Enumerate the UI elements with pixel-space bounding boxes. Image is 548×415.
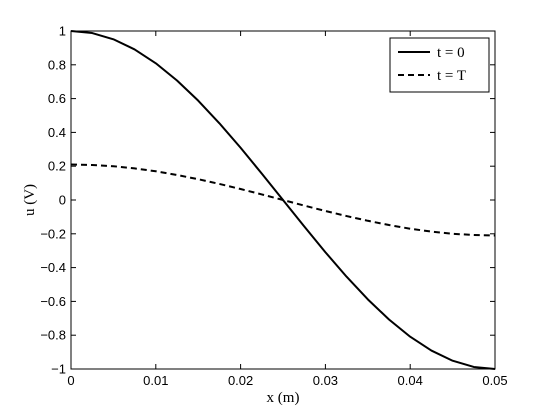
legend-box [389,37,490,93]
x-axis-label: x (m) [267,390,300,406]
y-tick-label: 0.6 [48,91,66,106]
plot-frame [70,30,496,370]
legend-label-tT: t = T [437,68,466,84]
x-tick-label: 0.04 [398,373,423,388]
legend: t = 0 t = T [389,37,490,93]
y-tick-label: −0.2 [40,226,66,241]
x-tick-label: 0 [67,373,74,388]
y-tick-label: 0.8 [48,57,66,72]
y-tick-label: −0.8 [40,328,66,343]
y-tick-label: −0.6 [40,294,66,309]
x-tick-label: 0.03 [313,373,338,388]
legend-label-t0: t = 0 [437,45,465,61]
y-tick-label: −0.4 [40,260,66,275]
series-layer [70,30,496,370]
y-tick-label: 0.4 [48,125,66,140]
x-tick-label: 0.05 [482,373,507,388]
series-line-dashed [70,163,496,237]
y-tick-label: −1 [51,362,66,377]
y-tick-label: 1 [59,24,66,39]
y-axis-label: u (V) [22,184,38,216]
x-tick-label: 0.02 [228,373,253,388]
y-tick-label: 0.2 [48,159,66,174]
y-tick-label: 0 [59,193,66,208]
ticks-layer: 0 0.01 0.02 0.03 0.04 0.05 −1 −0.8 −0.6 −0.4 −0.2 0… [40,24,507,389]
x-tick-label: 0.01 [143,373,168,388]
